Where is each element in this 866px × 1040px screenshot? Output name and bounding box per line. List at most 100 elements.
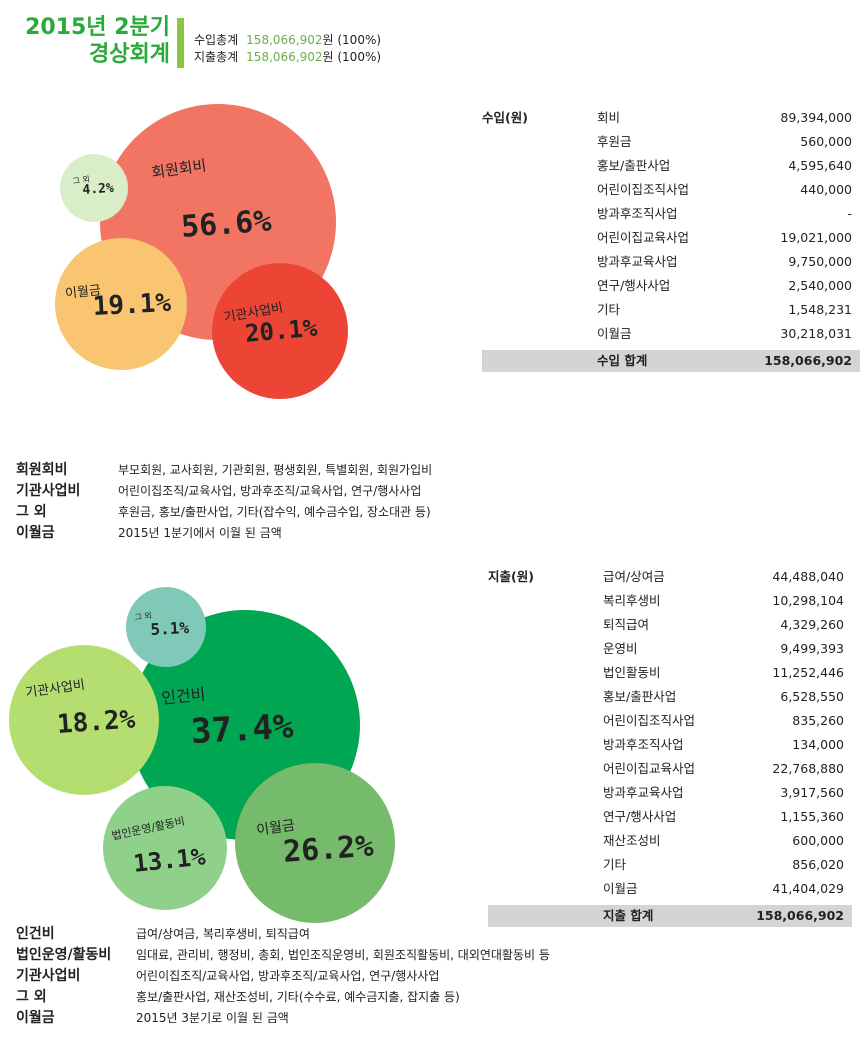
table-row: 어린이집교육사업 22,768,880 bbox=[488, 757, 852, 781]
row-label: 연구/행사사업 bbox=[603, 809, 677, 824]
row-label: 회비 bbox=[597, 110, 621, 125]
table-row: 방과후교육사업 3,917,560 bbox=[488, 781, 852, 805]
row-label: 법인활동비 bbox=[603, 665, 661, 680]
legend-term: 기관사업비 bbox=[16, 483, 81, 499]
row-value: 1,155,360 bbox=[780, 809, 844, 824]
row-value: 835,260 bbox=[792, 713, 844, 728]
row-value: 22,768,880 bbox=[772, 761, 844, 776]
legend-row: 이월금 2015년 1분기에서 이월 된 금액 bbox=[16, 523, 486, 544]
expense-total-unit: 원 (100%) bbox=[322, 50, 382, 64]
table-row: 회비 89,394,000 bbox=[482, 106, 860, 130]
legend-term: 인건비 bbox=[16, 926, 55, 942]
table-row: 기타 1,548,231 bbox=[482, 298, 860, 322]
legend-description: 어린이집조직/교육사업, 방과후조직/교육사업, 연구/행사사업 bbox=[118, 484, 422, 498]
row-value: 4,595,640 bbox=[788, 158, 852, 173]
row-value: 4,329,260 bbox=[780, 617, 844, 632]
row-value: 600,000 bbox=[792, 833, 844, 848]
legend-row: 그 외 홍보/출판사업, 재산조성비, 기타(수수료, 예수금지출, 잡지출 등) bbox=[16, 987, 636, 1008]
table-row: 이월금 41,404,029 bbox=[488, 877, 852, 901]
table-heading: 지출(원) bbox=[488, 569, 534, 584]
bubble bbox=[55, 238, 187, 370]
legend-description: 어린이집조직/교육사업, 방과후조직/교육사업, 연구/행사사업 bbox=[136, 969, 440, 983]
table-row: 기타 856,020 bbox=[488, 853, 852, 877]
row-label: 퇴직급여 bbox=[603, 617, 650, 632]
income-total-value: 158,066,902 bbox=[246, 33, 323, 47]
income-total-label: 수입총계 bbox=[194, 33, 239, 47]
legend-term: 회원회비 bbox=[16, 462, 68, 478]
row-value: 856,020 bbox=[792, 857, 844, 872]
total-row: 지출 합계 158,066,902 bbox=[488, 905, 852, 927]
legend-description: 임대료, 관리비, 행정비, 총회, 법인조직운영비, 회원조직활동비, 대외연… bbox=[136, 948, 550, 962]
row-value: 41,404,029 bbox=[772, 881, 844, 896]
row-value: 19,021,000 bbox=[780, 230, 852, 245]
table-row: 급여/상여금 44,488,040 bbox=[488, 565, 852, 589]
total-label: 수입 합계 bbox=[597, 353, 648, 368]
expense-total-value: 158,066,902 bbox=[246, 50, 323, 64]
bubble-percent: 4.2% bbox=[82, 180, 115, 198]
row-label: 어린이집교육사업 bbox=[597, 230, 690, 245]
bubble bbox=[235, 763, 395, 923]
bubble-percent: 56.6% bbox=[180, 203, 273, 245]
row-value: 9,499,393 bbox=[780, 641, 844, 656]
title-line-1: 2015년 2분기 bbox=[25, 15, 170, 40]
legend-description: 홍보/출판사업, 재산조성비, 기타(수수료, 예수금지출, 잡지출 등) bbox=[136, 990, 460, 1004]
legend-row: 회원회비 부모회원, 교사회원, 기관회원, 평생회원, 특별회원, 회원가입비 bbox=[16, 460, 486, 481]
expense-total: 지출총계 158,066,902원 (100%) bbox=[194, 49, 381, 66]
row-value: 10,298,104 bbox=[772, 593, 844, 608]
expense-total-label: 지출총계 bbox=[194, 50, 239, 64]
row-value: 3,917,560 bbox=[780, 785, 844, 800]
row-value: 30,218,031 bbox=[780, 326, 852, 341]
legend-row: 이월금 2015년 3분기로 이월 된 금액 bbox=[16, 1008, 636, 1029]
bubble-percent: 19.1% bbox=[92, 287, 172, 322]
total-label: 지출 합계 bbox=[603, 908, 654, 923]
table-row: 법인활동비 11,252,446 bbox=[488, 661, 852, 685]
row-value: 6,528,550 bbox=[780, 689, 844, 704]
legend-row: 법인운영/활동비 임대료, 관리비, 행정비, 총회, 법인조직운영비, 회원조직… bbox=[16, 945, 636, 966]
total-value: 158,066,902 bbox=[764, 353, 852, 368]
row-value: 11,252,446 bbox=[772, 665, 844, 680]
income-total: 수입총계 158,066,902원 (100%) bbox=[194, 32, 381, 49]
legend-description: 2015년 1분기에서 이월 된 금액 bbox=[118, 526, 282, 540]
legend-description: 부모회원, 교사회원, 기관회원, 평생회원, 특별회원, 회원가입비 bbox=[118, 463, 433, 477]
income-total-unit: 원 (100%) bbox=[322, 33, 382, 47]
table-row: 복리후생비 10,298,104 bbox=[488, 589, 852, 613]
row-label: 홍보/출판사업 bbox=[603, 689, 677, 704]
table-row: 방과후조직사업 - bbox=[482, 202, 860, 226]
row-value: 89,394,000 bbox=[780, 110, 852, 125]
income-table: 수입(원) 회비 89,394,000 후원금 560,000 홍보/출판사업 4,595,… bbox=[482, 106, 860, 372]
row-label: 운영비 bbox=[603, 641, 638, 656]
bubble-percent: 5.1% bbox=[150, 617, 190, 639]
row-label: 방과후교육사업 bbox=[597, 254, 678, 269]
row-label: 재산조성비 bbox=[603, 833, 661, 848]
table-row: 방과후조직사업 134,000 bbox=[488, 733, 852, 757]
row-label: 홍보/출판사업 bbox=[597, 158, 671, 173]
table-heading: 수입(원) bbox=[482, 110, 528, 125]
table-row: 어린이집조직사업 440,000 bbox=[482, 178, 860, 202]
total-value: 158,066,902 bbox=[756, 908, 844, 923]
expense-legend: 인건비 급여/상여금, 복리후생비, 퇴직급여 법인운영/활동비 임대료, 관리비, … bbox=[16, 924, 636, 1029]
row-label: 급여/상여금 bbox=[603, 569, 665, 584]
table-row: 홍보/출판사업 6,528,550 bbox=[488, 685, 852, 709]
legend-term: 이월금 bbox=[16, 525, 55, 541]
bubble bbox=[60, 154, 128, 222]
row-value: 2,540,000 bbox=[788, 278, 852, 293]
table-row: 홍보/출판사업 4,595,640 bbox=[482, 154, 860, 178]
row-value: 134,000 bbox=[792, 737, 844, 752]
row-label: 방과후조직사업 bbox=[597, 206, 678, 221]
legend-term: 그 외 bbox=[16, 989, 47, 1005]
row-label: 기타 bbox=[603, 857, 627, 872]
accent-bar bbox=[177, 18, 184, 68]
legend-description: 후원금, 홍보/출판사업, 기타(잡수익, 예수금수입, 장소대관 등) bbox=[118, 505, 431, 519]
table-row: 이월금 30,218,031 bbox=[482, 322, 860, 346]
row-value: - bbox=[847, 206, 852, 221]
table-row: 운영비 9,499,393 bbox=[488, 637, 852, 661]
page-title: 2015년 2분기 경상회계 bbox=[18, 14, 170, 68]
table-row: 재산조성비 600,000 bbox=[488, 829, 852, 853]
row-label: 기타 bbox=[597, 302, 621, 317]
legend-row: 그 외 후원금, 홍보/출판사업, 기타(잡수익, 예수금수입, 장소대관 등) bbox=[16, 502, 486, 523]
legend-row: 기관사업비 어린이집조직/교육사업, 방과후조직/교육사업, 연구/행사사업 bbox=[16, 481, 486, 502]
bubble bbox=[103, 786, 227, 910]
row-label: 이월금 bbox=[597, 326, 632, 341]
row-label: 어린이집조직사업 bbox=[603, 713, 696, 728]
